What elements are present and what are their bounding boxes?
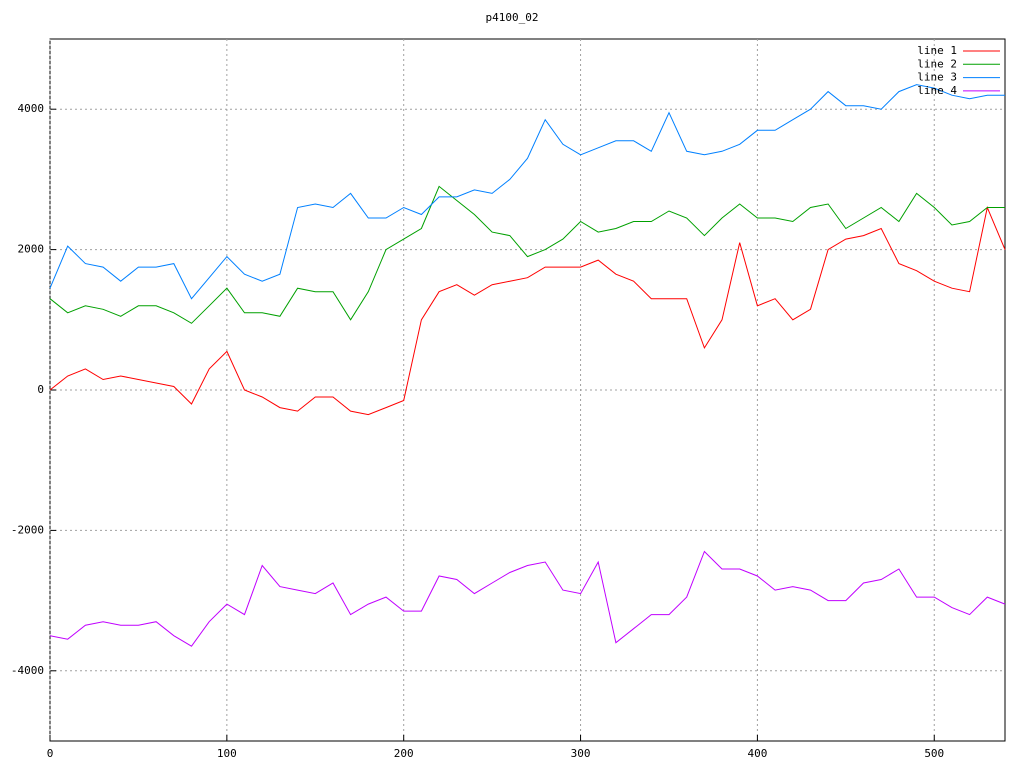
series-line: [49, 205, 1006, 416]
x-tick-label: 400: [747, 747, 767, 760]
series-line: [49, 185, 1005, 324]
legend-label: line 1: [917, 44, 957, 57]
x-tick-label: 200: [394, 747, 414, 760]
y-tick-label: -4000: [11, 664, 44, 677]
legend-label: line 3: [917, 71, 957, 84]
x-tick-label: 500: [924, 747, 944, 760]
y-tick-label: 0: [37, 383, 44, 396]
x-tick-label: 300: [571, 747, 591, 760]
y-tick-label: -2000: [11, 523, 44, 536]
x-tick-label: 100: [217, 747, 237, 760]
legend-label: line 2: [917, 57, 957, 70]
series-line: [49, 84, 1005, 300]
legend-label: line 4: [917, 84, 957, 97]
y-tick-label: 4000: [18, 102, 45, 115]
series-line: [49, 550, 1006, 647]
y-tick-label: 2000: [18, 243, 45, 256]
x-tick-label: 0: [47, 747, 54, 760]
chart-title: p4100_02: [486, 11, 539, 24]
